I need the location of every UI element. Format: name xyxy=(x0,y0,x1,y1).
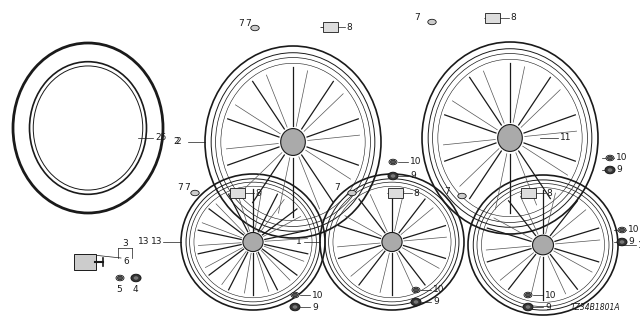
Text: 10: 10 xyxy=(616,154,627,163)
Text: 9: 9 xyxy=(616,165,621,174)
Text: 2: 2 xyxy=(175,138,180,147)
Ellipse shape xyxy=(292,293,298,297)
Ellipse shape xyxy=(292,305,298,309)
Text: –: – xyxy=(229,188,234,198)
FancyBboxPatch shape xyxy=(387,188,403,198)
Text: –: – xyxy=(520,188,525,198)
Ellipse shape xyxy=(131,274,141,282)
Text: 25: 25 xyxy=(155,133,166,142)
Ellipse shape xyxy=(607,168,612,172)
Text: 7: 7 xyxy=(238,19,244,28)
Text: 11: 11 xyxy=(560,133,572,142)
Ellipse shape xyxy=(523,303,533,311)
Ellipse shape xyxy=(525,293,531,297)
Text: 8: 8 xyxy=(546,188,552,197)
Ellipse shape xyxy=(390,160,396,164)
Ellipse shape xyxy=(290,303,300,311)
Text: –: – xyxy=(319,22,324,32)
Ellipse shape xyxy=(412,287,420,293)
Text: 7: 7 xyxy=(334,183,340,193)
Text: 1: 1 xyxy=(296,237,302,246)
Ellipse shape xyxy=(620,240,625,244)
Ellipse shape xyxy=(524,292,532,298)
Text: 5: 5 xyxy=(116,285,122,294)
Text: 8: 8 xyxy=(413,188,419,197)
Text: 7: 7 xyxy=(184,183,189,193)
Ellipse shape xyxy=(532,235,554,255)
Text: 9: 9 xyxy=(410,172,416,180)
Text: 10: 10 xyxy=(628,226,639,235)
Text: 8: 8 xyxy=(346,22,352,31)
Text: 8: 8 xyxy=(510,13,516,22)
Text: 7: 7 xyxy=(414,12,420,21)
Text: 12: 12 xyxy=(638,241,640,250)
Ellipse shape xyxy=(617,238,627,246)
Text: 8: 8 xyxy=(255,188,260,197)
Text: TZ34B1801A: TZ34B1801A xyxy=(570,303,620,312)
Text: 9: 9 xyxy=(545,302,551,311)
Ellipse shape xyxy=(116,275,124,281)
Ellipse shape xyxy=(133,276,139,280)
Text: –: – xyxy=(387,188,392,198)
Ellipse shape xyxy=(413,288,419,292)
Ellipse shape xyxy=(607,156,612,160)
Text: 9: 9 xyxy=(312,302,317,311)
Ellipse shape xyxy=(618,227,626,233)
Ellipse shape xyxy=(428,19,436,25)
FancyBboxPatch shape xyxy=(230,188,244,198)
Ellipse shape xyxy=(411,298,421,306)
Text: 10: 10 xyxy=(312,291,323,300)
Ellipse shape xyxy=(413,300,419,304)
Ellipse shape xyxy=(390,174,396,178)
Text: 2: 2 xyxy=(173,138,179,147)
Text: 9: 9 xyxy=(628,237,634,246)
Ellipse shape xyxy=(605,166,615,174)
Text: 10: 10 xyxy=(433,285,445,294)
FancyBboxPatch shape xyxy=(323,22,337,32)
Text: 7: 7 xyxy=(444,187,450,196)
Ellipse shape xyxy=(348,190,356,196)
Ellipse shape xyxy=(118,276,122,280)
FancyBboxPatch shape xyxy=(484,13,499,23)
FancyBboxPatch shape xyxy=(74,254,96,270)
Ellipse shape xyxy=(291,292,299,298)
Text: 6: 6 xyxy=(123,258,129,267)
Ellipse shape xyxy=(281,129,305,156)
Text: 13: 13 xyxy=(151,237,163,246)
Text: 7: 7 xyxy=(177,183,183,193)
Text: –: – xyxy=(484,13,489,23)
Text: 7: 7 xyxy=(245,19,251,28)
Ellipse shape xyxy=(498,124,522,151)
Ellipse shape xyxy=(620,228,625,232)
Text: 13: 13 xyxy=(138,237,149,246)
Text: 9: 9 xyxy=(433,298,439,307)
Ellipse shape xyxy=(251,25,259,31)
Ellipse shape xyxy=(389,159,397,165)
Text: 3: 3 xyxy=(122,239,128,249)
Ellipse shape xyxy=(525,305,531,309)
Text: 10: 10 xyxy=(545,291,557,300)
FancyBboxPatch shape xyxy=(520,188,536,198)
Ellipse shape xyxy=(388,172,398,180)
Ellipse shape xyxy=(191,190,199,196)
Ellipse shape xyxy=(382,232,402,252)
Text: 10: 10 xyxy=(410,157,422,166)
Ellipse shape xyxy=(606,155,614,161)
Ellipse shape xyxy=(458,193,466,199)
Text: 4: 4 xyxy=(133,285,139,294)
Ellipse shape xyxy=(243,232,263,252)
